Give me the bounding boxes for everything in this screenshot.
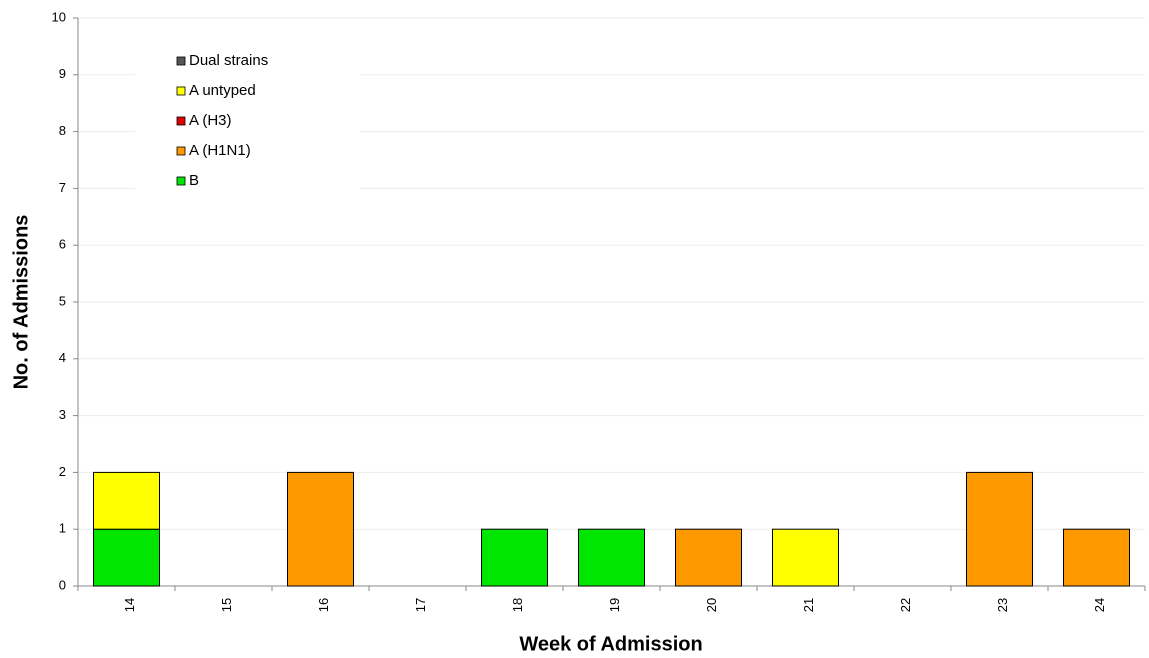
x-tick-label: 16 xyxy=(316,598,331,612)
y-tick-label: 3 xyxy=(59,407,66,422)
x-tick-label: 17 xyxy=(413,598,428,612)
legend-swatch xyxy=(176,56,186,66)
x-tick-label: 18 xyxy=(510,598,525,612)
legend-box xyxy=(135,45,360,195)
x-tick-label: 23 xyxy=(995,598,1010,612)
x-tick-label: 21 xyxy=(801,598,816,612)
y-tick-label: 10 xyxy=(52,9,66,24)
x-tick-label: 22 xyxy=(898,598,913,612)
y-tick-label: 9 xyxy=(59,66,66,81)
x-tick-label: 15 xyxy=(219,598,234,612)
y-axis-title: No. of Admissions xyxy=(10,215,32,390)
y-tick-label: 6 xyxy=(59,237,66,252)
bar-segment xyxy=(481,528,548,587)
bar-segment xyxy=(93,471,160,530)
x-tick-label: 14 xyxy=(122,598,137,612)
legend-label: A (H1N1) xyxy=(189,142,251,159)
legend-swatch xyxy=(176,116,186,126)
y-tick-label: 4 xyxy=(59,350,66,365)
bar-segment xyxy=(1063,528,1130,587)
legend-swatch xyxy=(176,146,186,156)
y-tick-label: 2 xyxy=(59,464,66,479)
bar-segment xyxy=(772,528,839,587)
y-tick-label: 0 xyxy=(59,577,66,592)
x-axis-title: Week of Admission xyxy=(519,633,702,653)
bar-segment xyxy=(93,528,160,587)
legend-swatch xyxy=(176,176,186,186)
bar-segment xyxy=(578,528,645,587)
y-tick-label: 1 xyxy=(59,521,66,536)
legend-label: Dual strains xyxy=(189,52,268,69)
x-tick-label: 20 xyxy=(704,598,719,612)
bar-segment xyxy=(675,528,742,587)
legend-label: A untyped xyxy=(189,82,256,99)
legend-label: A (H3) xyxy=(189,112,232,129)
bar-segment xyxy=(287,471,354,587)
y-tick-label: 5 xyxy=(59,293,66,308)
x-tick-label: 19 xyxy=(607,598,622,612)
x-tick-label: 24 xyxy=(1092,598,1107,612)
y-tick-label: 8 xyxy=(59,123,66,138)
y-tick-label: 7 xyxy=(59,180,66,195)
legend-label: B xyxy=(189,172,199,189)
legend: B A (H1N1) A (H3) A untyped Dual strains xyxy=(135,45,360,195)
bar-segment xyxy=(966,471,1033,587)
legend-swatch xyxy=(176,86,186,96)
